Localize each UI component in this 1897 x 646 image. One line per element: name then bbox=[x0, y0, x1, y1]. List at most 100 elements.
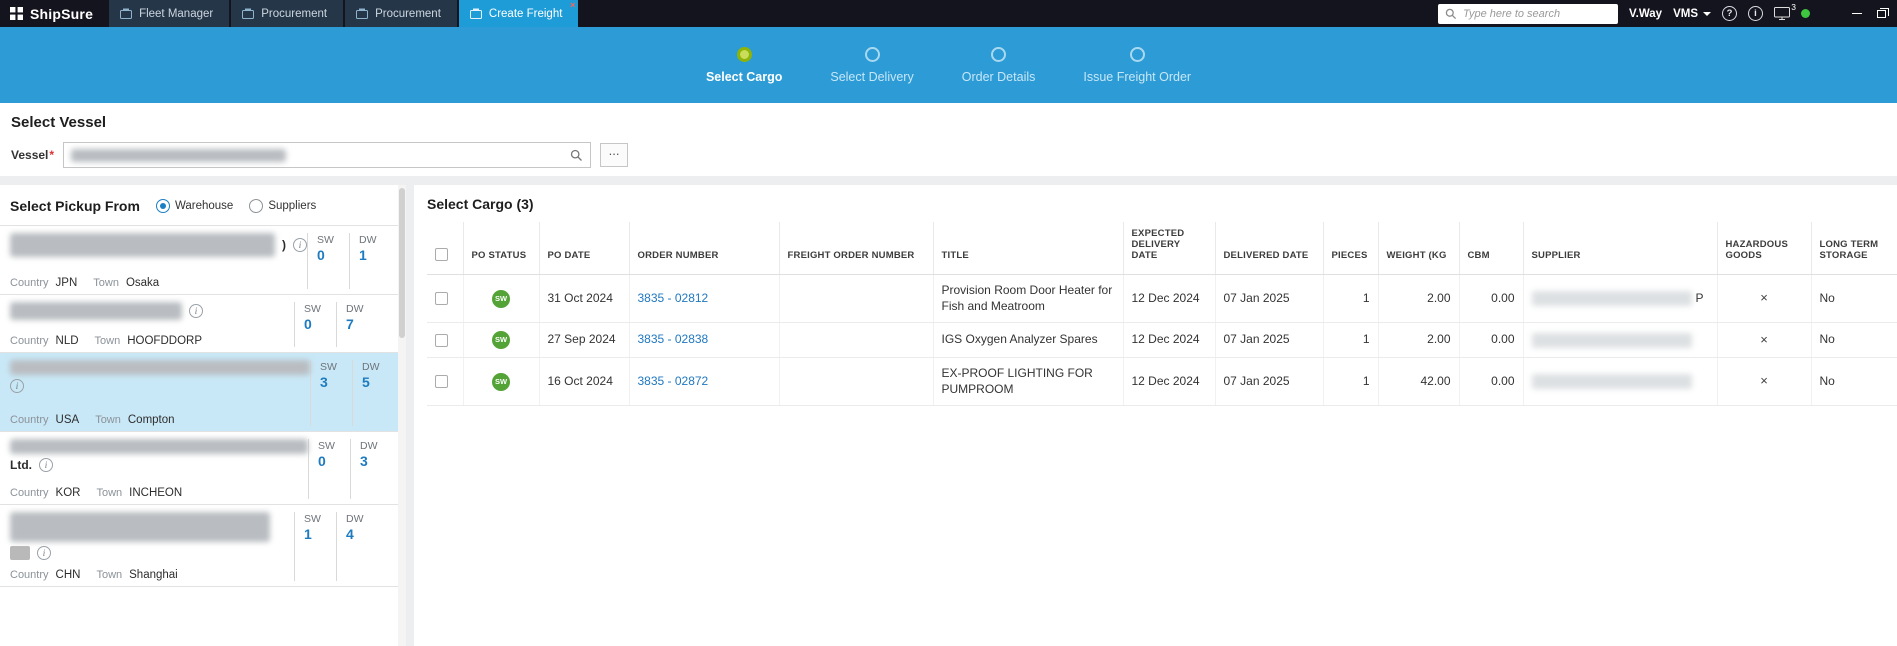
radio-warehouse[interactable]: Warehouse bbox=[155, 199, 234, 213]
about-info-icon[interactable]: i bbox=[1748, 6, 1763, 21]
titlebar: ShipSure Fleet Manager Procurement Procu… bbox=[0, 0, 1897, 27]
column-header-po-date[interactable]: PO DATE bbox=[538, 222, 629, 275]
po-status-cell: SW bbox=[462, 274, 539, 324]
dw-count: 3 bbox=[360, 453, 368, 469]
step-issue-freight-order[interactable]: Issue Freight Order bbox=[1083, 46, 1191, 84]
tab-close-icon[interactable]: × bbox=[570, 0, 576, 10]
warehouse-thumbnail bbox=[10, 546, 30, 560]
town-label: Town bbox=[96, 487, 123, 499]
country-label: Country bbox=[10, 569, 49, 581]
search-placeholder: Type here to search bbox=[1463, 7, 1561, 20]
order-number-link[interactable]: 3835 - 02872 bbox=[637, 373, 709, 388]
tab-create-freight[interactable]: Create Freight × bbox=[458, 0, 579, 27]
po-status-badge: SW bbox=[492, 372, 510, 391]
global-search-input[interactable]: Type here to search bbox=[1438, 3, 1619, 24]
vessel-browse-button[interactable]: ... bbox=[600, 143, 629, 167]
column-header-order-number[interactable]: ORDER NUMBER bbox=[628, 222, 779, 275]
row-checkbox[interactable] bbox=[435, 333, 448, 347]
radio-label: Warehouse bbox=[174, 200, 234, 212]
freight-order-number-cell bbox=[778, 357, 933, 407]
pickup-list-item[interactable]: i Country USA Town Compton SW 3 DW 5 bbox=[0, 353, 406, 432]
redacted-warehouse-name bbox=[10, 302, 182, 320]
info-icon[interactable]: i bbox=[10, 379, 24, 393]
required-asterisk: * bbox=[49, 148, 55, 162]
row-checkbox[interactable] bbox=[435, 375, 448, 389]
step-select-delivery[interactable]: Select Delivery bbox=[830, 46, 914, 84]
info-icon[interactable]: i bbox=[189, 304, 203, 318]
info-icon[interactable]: i bbox=[39, 458, 53, 472]
column-header-title[interactable]: TITLE bbox=[932, 222, 1123, 275]
tab-fleet-manager[interactable]: Fleet Manager bbox=[109, 0, 230, 27]
order-number-link[interactable]: 3835 - 02838 bbox=[637, 332, 709, 347]
tab-label: Fleet Manager bbox=[139, 7, 214, 20]
vessel-search-icon[interactable] bbox=[570, 149, 583, 162]
town-value: HOOFDDORP bbox=[127, 335, 202, 347]
vms-menu[interactable]: VMS bbox=[1673, 8, 1711, 20]
redacted-supplier-name bbox=[1531, 332, 1692, 348]
expected-delivery-date-cell: 12 Dec 2024 bbox=[1122, 322, 1215, 359]
tab-procurement-2[interactable]: Procurement bbox=[345, 0, 457, 27]
step-select-cargo[interactable]: Select Cargo bbox=[706, 46, 782, 84]
procurement-icon bbox=[242, 8, 255, 19]
column-header-freight-order-number[interactable]: FREIGHT ORDER NUMBER bbox=[778, 222, 933, 275]
hazardous-goods-cell: × bbox=[1716, 274, 1811, 324]
tab-label: Procurement bbox=[375, 7, 441, 20]
tab-procurement-1[interactable]: Procurement bbox=[231, 0, 344, 27]
user-menu[interactable]: V.Way bbox=[1629, 7, 1663, 20]
pickup-scrollbar[interactable] bbox=[398, 185, 406, 646]
column-header-delivered-date[interactable]: DELIVERED DATE bbox=[1214, 222, 1323, 275]
sw-stat: SW 1 bbox=[294, 512, 336, 581]
country-value: JPN bbox=[55, 277, 78, 289]
app-title: ShipSure bbox=[30, 5, 94, 22]
column-header-weight[interactable]: WEIGHT (KG bbox=[1377, 222, 1459, 275]
scrollbar-thumb[interactable] bbox=[399, 188, 405, 338]
vessel-input[interactable] bbox=[63, 142, 592, 168]
step-order-details[interactable]: Order Details bbox=[962, 46, 1035, 84]
sw-count: 0 bbox=[304, 316, 312, 332]
freight-order-number-cell bbox=[778, 274, 933, 324]
pickup-header: Select Pickup From Warehouse Suppliers bbox=[0, 185, 406, 225]
select-all-checkbox[interactable] bbox=[435, 248, 448, 261]
row-checkbox[interactable] bbox=[435, 292, 448, 306]
hazardous-x-mark: × bbox=[1760, 331, 1768, 347]
delivered-date-cell: 07 Jan 2025 bbox=[1214, 357, 1323, 407]
dw-count: 4 bbox=[346, 526, 354, 542]
column-header-hazardous[interactable]: HAZARDOUS GOODS bbox=[1716, 222, 1811, 275]
radio-suppliers[interactable]: Suppliers bbox=[249, 199, 316, 213]
column-header-long-term-storage[interactable]: LONG TERM STORAGE bbox=[1810, 222, 1897, 275]
info-icon[interactable]: i bbox=[293, 238, 307, 252]
cargo-row: SW 31 Oct 2024 3835 - 02812 Provision Room … bbox=[427, 274, 1897, 324]
column-header-expected-delivery-date[interactable]: EXPECTED DELIVERY DATE bbox=[1122, 222, 1215, 275]
cargo-title: Select Cargo (3) bbox=[427, 196, 534, 212]
column-header-po-status[interactable]: PO STATUS bbox=[462, 222, 539, 275]
cbm-cell: 0.00 bbox=[1458, 274, 1523, 324]
pickup-list-item[interactable]: i Country CHN Town Shanghai SW 1 DW 4 bbox=[0, 505, 406, 587]
device-sessions-icon[interactable]: 3 bbox=[1774, 2, 1796, 20]
vessel-label-text: Vessel bbox=[11, 148, 49, 162]
redacted-supplier-name bbox=[1531, 374, 1692, 390]
country-value: NLD bbox=[55, 335, 79, 347]
pickup-list-item[interactable]: Ltd. i Country KOR Town INCHEON SW 0 DW 3 bbox=[0, 432, 406, 505]
monitor-icon bbox=[1774, 7, 1790, 20]
app-logo: ShipSure bbox=[0, 0, 109, 27]
po-status-cell: SW bbox=[462, 322, 539, 359]
cargo-panel: Select Cargo (3) PO STATUS PO DATE ORDER N… bbox=[414, 185, 1897, 646]
weight-cell: 2.00 bbox=[1377, 274, 1459, 324]
restore-button[interactable] bbox=[1869, 0, 1893, 27]
create-freight-icon bbox=[469, 8, 482, 19]
column-header-cbm[interactable]: CBM bbox=[1458, 222, 1523, 275]
info-icon[interactable]: i bbox=[37, 546, 51, 560]
weight-cell: 2.00 bbox=[1377, 322, 1459, 359]
column-header-pieces[interactable]: PIECES bbox=[1322, 222, 1378, 275]
dw-label: DW bbox=[362, 361, 380, 373]
weight-cell: 42.00 bbox=[1377, 357, 1459, 407]
pickup-list-item[interactable]: i Country NLD Town HOOFDDORP SW 0 DW 7 bbox=[0, 295, 406, 353]
help-icon[interactable]: ? bbox=[1722, 6, 1737, 21]
column-header-supplier[interactable]: SUPPLIER bbox=[1522, 222, 1717, 275]
pickup-list-item[interactable]: ) i Country JPN Town Osaka SW 0 DW 1 bbox=[0, 226, 406, 295]
hazardous-x-mark: × bbox=[1760, 373, 1768, 389]
order-number-link[interactable]: 3835 - 02812 bbox=[637, 290, 709, 305]
sw-label: SW bbox=[317, 234, 334, 246]
po-date-cell: 16 Oct 2024 bbox=[538, 357, 629, 407]
minimize-button[interactable] bbox=[1845, 0, 1869, 27]
